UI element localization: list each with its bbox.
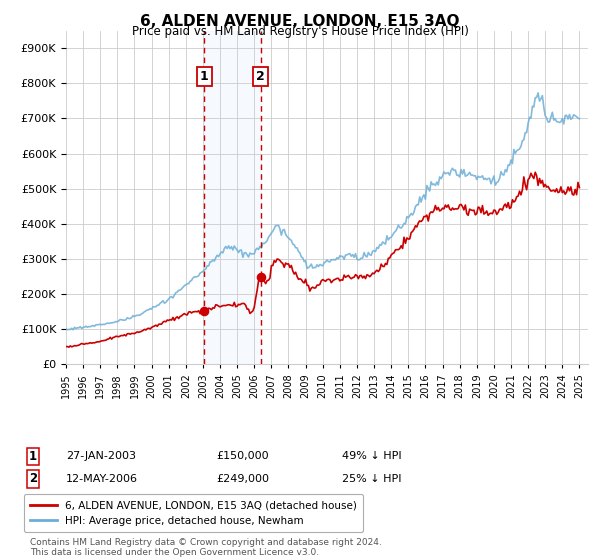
Text: 25% ↓ HPI: 25% ↓ HPI: [342, 474, 401, 484]
Point: [199, 307, 209, 316]
Bar: [204, 31, 260, 364]
Text: 1: 1: [200, 70, 209, 83]
Text: Price paid vs. HM Land Registry's House Price Index (HPI): Price paid vs. HM Land Registry's House …: [131, 25, 469, 38]
Text: 27-JAN-2003: 27-JAN-2003: [66, 451, 136, 461]
Legend: 6, ALDEN AVENUE, LONDON, E15 3AQ (detached house), HPI: Average price, detached : 6, ALDEN AVENUE, LONDON, E15 3AQ (detach…: [24, 494, 363, 532]
Text: 12-MAY-2006: 12-MAY-2006: [66, 474, 138, 484]
Text: 2: 2: [29, 472, 37, 486]
Text: £249,000: £249,000: [216, 474, 269, 484]
Text: 6, ALDEN AVENUE, LONDON, E15 3AQ: 6, ALDEN AVENUE, LONDON, E15 3AQ: [140, 14, 460, 29]
Text: Contains HM Land Registry data © Crown copyright and database right 2024.
This d: Contains HM Land Registry data © Crown c…: [30, 538, 382, 557]
Point: [256, 272, 265, 281]
Text: £150,000: £150,000: [216, 451, 269, 461]
Text: 2: 2: [256, 70, 265, 83]
Text: 49% ↓ HPI: 49% ↓ HPI: [342, 451, 401, 461]
Text: 1: 1: [29, 450, 37, 463]
